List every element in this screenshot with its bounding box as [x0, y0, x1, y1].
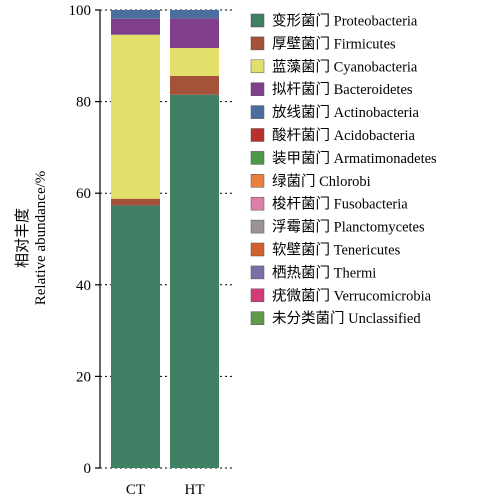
bar-segment	[111, 18, 160, 35]
legend-swatch	[250, 242, 265, 257]
y-axis-label-en: Relative abundance/%	[33, 171, 49, 306]
legend-label: 软壁菌门 Tenericutes	[272, 242, 401, 259]
y-tick-label: 40	[76, 278, 91, 294]
legend-label: 蓝藻菌门 Cyanobacteria	[272, 58, 418, 75]
legend-label: 未分类菌门 Unclassified	[272, 310, 421, 327]
legend-swatch	[250, 196, 265, 211]
x-tick-labels: CT HT	[126, 482, 205, 498]
x-tick-label: CT	[126, 482, 145, 498]
legend-swatch	[250, 36, 265, 51]
legend-swatch	[250, 59, 265, 74]
bar-segment	[170, 18, 219, 49]
legend-label: 浮霉菌门 Planctomycetes	[272, 219, 425, 236]
bar-segment	[170, 10, 219, 19]
y-tick-label: 20	[76, 369, 91, 385]
legend-swatch	[250, 219, 265, 234]
legend-swatch	[250, 82, 265, 96]
bar-segment	[170, 48, 219, 76]
y-axis: 0 20 40 60 80 100	[69, 3, 101, 477]
legend-swatch	[250, 151, 265, 165]
legend-swatch	[250, 128, 265, 142]
legend-label: 疣微菌门 Verrucomicrobia	[272, 287, 432, 304]
legend-label: 栖热菌门 Thermi	[272, 264, 376, 281]
bar-segment	[111, 10, 160, 19]
legend-swatch	[250, 105, 265, 119]
bar-segment	[170, 94, 219, 468]
legend-label: 拟杆菌门 Bacteroidetes	[272, 81, 413, 98]
legend-label: 放线菌门 Actinobacteria	[272, 104, 420, 121]
bar-segment	[111, 198, 160, 206]
y-tick-label: 0	[84, 461, 92, 477]
y-tick-label: 80	[76, 95, 91, 111]
legend-label: 梭杆菌门 Fusobacteria	[272, 195, 408, 213]
y-tick-label: 100	[69, 3, 92, 19]
legend-label: 绿菌门 Chlorobi	[272, 173, 371, 190]
legend-label: 厚壁菌门 Firmicutes	[272, 35, 396, 52]
y-axis-label-cn: 相对丰度	[14, 208, 31, 268]
x-tick-label: HT	[185, 482, 205, 498]
legend-swatch	[250, 288, 265, 303]
legend-label: 酸杆菌门 Acidobacteria	[272, 127, 416, 144]
bars	[111, 10, 219, 469]
legend-label: 变形菌门 Proteobacteria	[272, 13, 418, 30]
bar-segment	[170, 75, 219, 95]
legend-swatch	[250, 174, 265, 188]
legend-label: 装甲菌门 Armatimonadetes	[272, 150, 437, 167]
legend-swatch	[250, 13, 265, 28]
bar-segment	[111, 34, 160, 199]
legend-swatch	[250, 265, 265, 280]
legend-swatch	[250, 311, 265, 325]
bar-segment	[111, 205, 160, 469]
y-tick-label: 60	[76, 186, 91, 202]
legend: 变形菌门 Proteobacteria 厚壁菌门 Firmicutes 蓝藻菌门 C…	[250, 13, 437, 327]
